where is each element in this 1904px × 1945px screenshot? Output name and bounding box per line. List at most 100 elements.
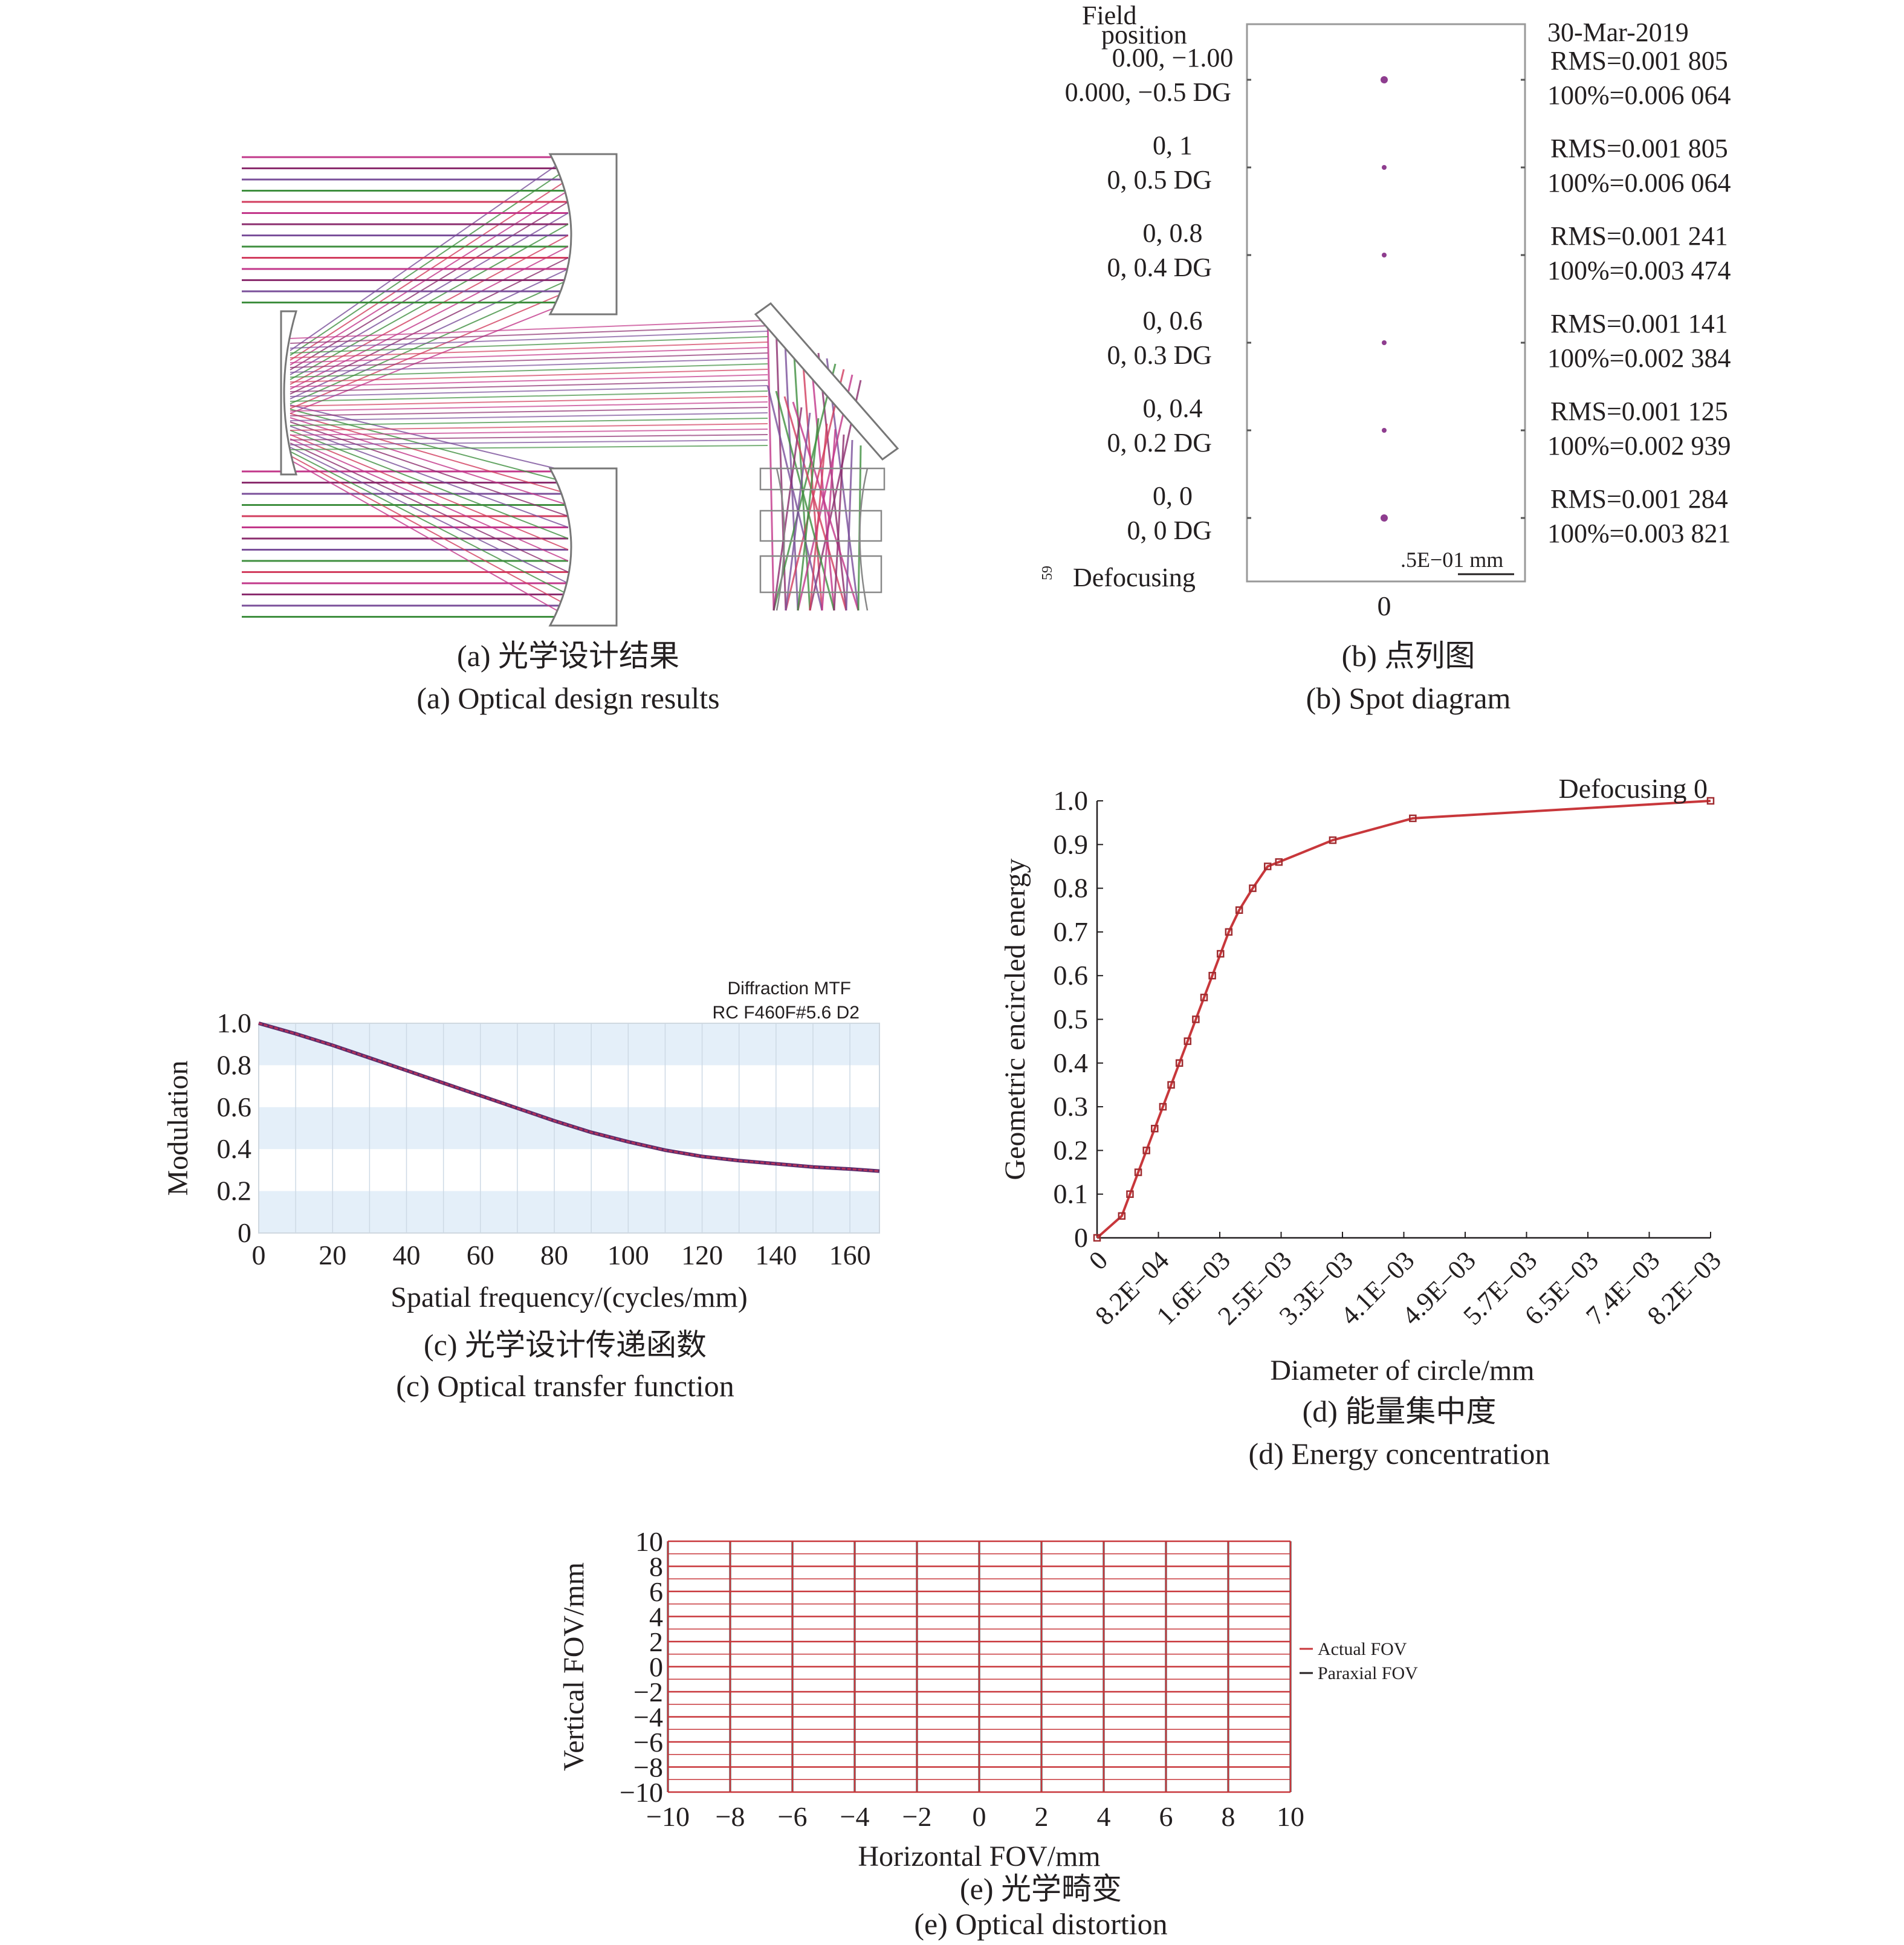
reflected-ray-bottom [290, 438, 569, 561]
mtf-frame [258, 1023, 880, 1234]
relay-ray [290, 331, 768, 349]
reflected-ray-top [290, 291, 569, 409]
focused-ray [783, 331, 799, 611]
reflected-ray-top [290, 167, 569, 356]
p100-value-2: 100%=0.003 474 [1547, 256, 1731, 285]
relay-ray [290, 347, 768, 363]
encircled-svg: 00.10.20.30.40.50.60.70.80.91.008.2E−041… [999, 773, 1727, 1387]
dist-y-tick: 0 [649, 1652, 663, 1683]
spot-5 [1381, 514, 1388, 522]
field-angle-5: 0, 0 DG [1127, 516, 1212, 545]
caption-c-cn: (c) 光学设计传递函数 [424, 1328, 707, 1362]
mtf-band-1 [259, 1107, 879, 1150]
relay-ray [290, 434, 768, 441]
spot-2 [1382, 253, 1387, 257]
spot-x-tick: 0 [1378, 591, 1391, 621]
mtf-y-label: Modulation [162, 1061, 194, 1196]
reflected-ray-top [290, 157, 569, 351]
mtf-x-tick: 80 [540, 1240, 568, 1270]
dist-x-tick: 10 [1277, 1801, 1304, 1832]
reflected-ray-bottom [290, 413, 569, 494]
mtf-y-tick: 0.8 [217, 1049, 252, 1080]
ee-annotation: Defocusing 0 [1558, 773, 1708, 804]
mtf-band-0 [259, 1191, 879, 1233]
relay-ray [290, 363, 768, 378]
ee-x-tick: 0 [1083, 1245, 1113, 1275]
relay-ray [290, 445, 768, 450]
mtf-x-tick: 0 [252, 1240, 266, 1270]
dist-x-tick: 8 [1222, 1801, 1235, 1832]
focused-ray [821, 429, 837, 611]
dist-y-tick: 2 [649, 1626, 663, 1657]
ee-point [1175, 1059, 1184, 1067]
caption-b-en: (b) Spot diagram [1306, 681, 1511, 715]
ee-x-label: Diameter of circle/mm [1270, 1354, 1534, 1387]
relay-ray [290, 401, 768, 412]
relay-ray [290, 429, 768, 436]
relay-ray [290, 341, 768, 358]
reflected-ray-bottom [290, 417, 569, 506]
caption-a-en: (a) Optical design results [416, 681, 720, 715]
caption-e-en: (e) Optical distortion [914, 1907, 1168, 1941]
ee-y-tick: 1.0 [1054, 785, 1089, 816]
mtf-curve [258, 1022, 880, 1173]
dist-y-tick: −2 [633, 1677, 663, 1707]
scale-label: .5E−01 mm [1400, 548, 1503, 572]
dist-y-tick: 10 [635, 1526, 663, 1557]
dist-y-tick: −6 [633, 1727, 663, 1758]
ee-point [1126, 1190, 1134, 1198]
ee-point [1329, 836, 1337, 844]
reflected-ray-bottom [290, 421, 569, 517]
optical-layout [230, 139, 907, 641]
rms-value-5: RMS=0.001 284 [1550, 484, 1728, 514]
reflected-ray-top [290, 268, 569, 400]
caption-a-cn: (a) 光学设计结果 [457, 639, 679, 673]
ee-point [1192, 1015, 1200, 1023]
focused-ray [809, 423, 828, 611]
ee-point [1093, 1234, 1101, 1242]
mtf-y-tick: 0.4 [217, 1133, 252, 1164]
ee-point [1208, 971, 1216, 980]
dist-y-tick: 6 [649, 1576, 663, 1607]
mtf-y-tick: 1.0 [217, 1008, 252, 1038]
focused-ray [797, 418, 820, 611]
ee-point [1216, 950, 1225, 958]
primary-mirror-bottom [548, 467, 618, 627]
dist-x-tick: −10 [646, 1801, 690, 1832]
relay-ray [290, 390, 768, 402]
ray-bundle [242, 156, 862, 618]
focused-ray [833, 434, 845, 611]
ee-point [1235, 906, 1243, 914]
focused-ray [772, 363, 837, 611]
mtf-band-2 [259, 1023, 879, 1066]
fold-mirror [754, 302, 899, 461]
ee-point [1151, 1125, 1159, 1133]
mtf-note-1: Diffraction MTF [728, 979, 851, 998]
relay-ray [290, 374, 768, 387]
defocus-small: 59 [1040, 566, 1055, 580]
primary-mirror-top [548, 153, 618, 316]
field-header-1: Field [1082, 1, 1136, 30]
focused-ray [772, 407, 803, 611]
reflected-ray-top [290, 235, 569, 385]
caption-b-cn: (b) 点列图 [1341, 639, 1475, 673]
dist-x-tick: 2 [1035, 1801, 1049, 1832]
reflected-ray-bottom [290, 434, 569, 551]
reflected-ray-top [290, 190, 569, 366]
ee-point [1167, 1081, 1175, 1089]
ee-point [1200, 994, 1208, 1002]
relay-ray [290, 336, 768, 354]
mtf-y-tick: 0 [238, 1217, 251, 1248]
dist-y-tick: 8 [649, 1552, 663, 1582]
dist-y-label: Vertical FOV/mm [558, 1562, 590, 1771]
mtf-x-tick: 100 [607, 1240, 649, 1270]
reflected-ray-top [290, 212, 569, 375]
relay-ray [290, 439, 768, 445]
mtf-x-tick: 40 [393, 1240, 421, 1270]
reflected-ray-top [290, 246, 569, 390]
relay-ray [290, 325, 768, 344]
reflected-ray-bottom [290, 430, 569, 539]
dist-y-tick: 4 [649, 1602, 663, 1633]
dist-y-tick: −8 [633, 1752, 663, 1783]
reflected-ray-bottom [290, 409, 569, 484]
